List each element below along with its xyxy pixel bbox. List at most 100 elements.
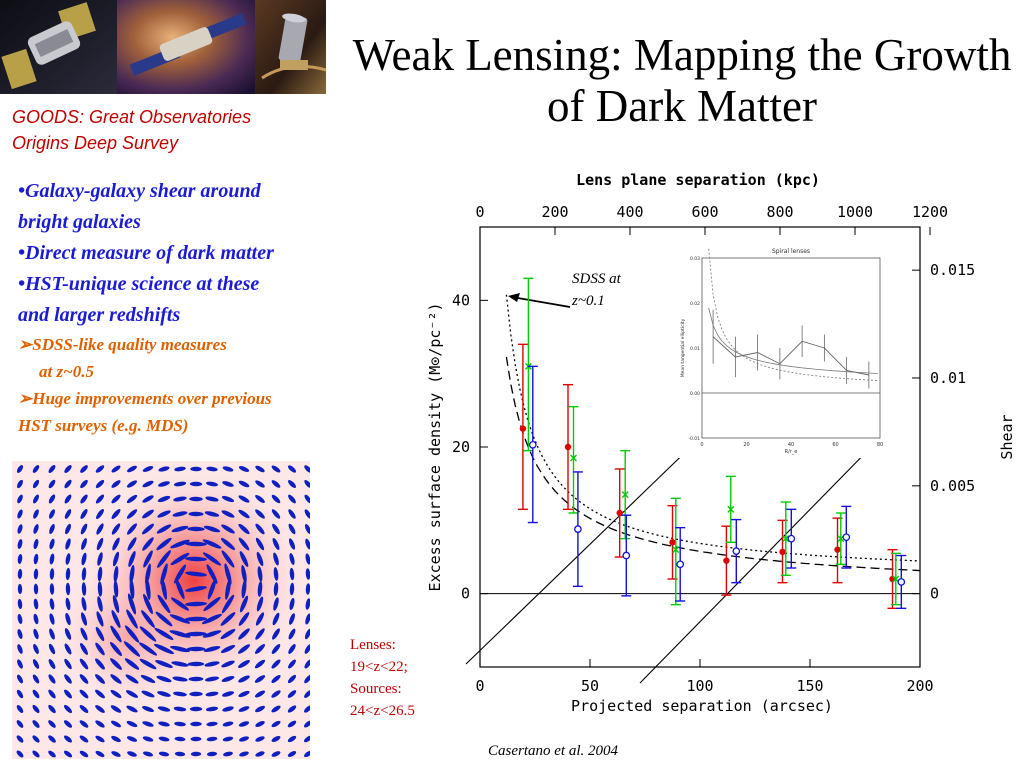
shear-ellipse: [80, 627, 88, 641]
shear-ellipse: [49, 628, 55, 640]
shear-ellipse: [288, 659, 296, 669]
shear-ellipse: [64, 689, 72, 699]
inset-callout-line-2: [639, 437, 881, 684]
shear-ellipse: [123, 641, 141, 657]
data-point: [574, 525, 582, 533]
shear-ellipse: [255, 480, 265, 488]
sdss-arrowhead: [508, 293, 520, 302]
shear-ellipse: [272, 612, 280, 626]
data-point: [782, 535, 790, 543]
shear-ellipse: [273, 597, 279, 611]
shear-ellipse: [254, 659, 266, 669]
shear-ellipse: [49, 598, 55, 610]
shear-ellipse: [95, 479, 105, 489]
shear-ellipse: [186, 646, 206, 652]
data-point: [570, 454, 577, 462]
shear-ellipse: [304, 705, 310, 713]
shear-ellipse: [175, 578, 185, 600]
shear-ellipse: [48, 674, 56, 684]
sub-bullet-2-text: Huge improvements over previous: [32, 389, 272, 408]
shear-ellipse: [221, 594, 235, 614]
shear-ellipse: [110, 658, 122, 670]
shear-ellipse: [237, 644, 251, 654]
shear-ellipse: [80, 523, 88, 535]
shear-ellipse: [287, 690, 297, 698]
shear-ellipse: [305, 613, 310, 625]
shear-ellipse: [142, 466, 154, 472]
shear-ellipse: [271, 736, 281, 742]
shear-ellipse: [32, 735, 40, 743]
shear-ellipse: [126, 494, 138, 504]
top-tick-label: 800: [766, 203, 793, 221]
shear-ellipse: [33, 598, 39, 610]
shear-ellipse: [303, 735, 310, 743]
shear-ellipse: [157, 706, 171, 712]
shear-ellipse: [185, 571, 207, 577]
shear-ellipse: [127, 523, 137, 535]
slide-title: Weak Lensing: Mapping the Growth of Dark…: [352, 30, 1012, 131]
shear-ellipse: [33, 613, 39, 625]
shear-ellipse: [33, 643, 39, 655]
shear-ellipse: [202, 613, 222, 625]
x-axis-title: Projected separation (arcsec): [571, 697, 833, 715]
shear-ellipse: [32, 659, 40, 669]
shear-ellipse: [141, 610, 155, 628]
shear-ellipse: [222, 466, 234, 472]
shear-ellipse: [110, 720, 122, 728]
shear-ellipse: [225, 578, 231, 600]
shear-ellipse: [239, 751, 249, 757]
inset-title: Spiral lenses: [772, 248, 810, 255]
sub-bullet-1-text: SDSS-like quality measures: [32, 335, 227, 354]
arrow-bullet-icon: ➢: [18, 335, 33, 354]
shear-ellipse: [33, 509, 39, 519]
shear-ellipse: [80, 612, 88, 626]
shear-ellipse: [64, 643, 72, 655]
shear-ellipse: [238, 675, 250, 683]
lens-note-line-1: Lenses:: [350, 637, 396, 653]
shear-ellipse: [143, 550, 153, 568]
shear-ellipse: [95, 642, 105, 656]
shear-ellipse: [129, 579, 135, 599]
bullet-1-line-1: •Galaxy-galaxy shear around: [18, 180, 261, 202]
inset-y-tick-label: 0.03: [690, 256, 700, 262]
shear-ellipse: [273, 567, 279, 581]
shear-ellipse: [205, 496, 219, 502]
shear-ellipse: [81, 597, 87, 611]
shear-ellipse: [255, 612, 265, 626]
inset-callout-line-1: [465, 437, 701, 665]
shear-ellipse: [16, 735, 24, 743]
shear-ellipse: [255, 494, 265, 504]
shear-ellipse: [111, 480, 121, 488]
sdss-arrow-line: [511, 296, 571, 308]
shear-ellipse: [81, 567, 87, 581]
bullet-2: •Direct measure of dark matter: [18, 242, 274, 264]
bullet-1-line-2: bright galaxies: [18, 211, 141, 233]
shear-ellipse: [16, 704, 24, 714]
data-point: [779, 548, 786, 556]
shear-ellipse: [32, 704, 40, 714]
data-point: [727, 505, 735, 513]
inset-y-tick-label: 0.00: [690, 391, 700, 397]
lens-note-line-3: Sources:: [350, 681, 402, 697]
shear-ellipse: [288, 538, 296, 550]
shear-ellipse: [143, 593, 153, 615]
shear-ellipse: [126, 720, 138, 728]
shear-ellipse: [124, 658, 140, 670]
shear-ellipse: [255, 628, 265, 640]
shear-ellipse: [95, 626, 105, 642]
shear-ellipse: [271, 480, 281, 488]
shear-ellipse: [289, 582, 295, 596]
shear-ellipse: [222, 691, 234, 697]
shear-ellipse: [169, 630, 191, 638]
inset-y-label: Mean tangential ellipticity: [680, 318, 686, 377]
shear-ellipse: [157, 594, 171, 614]
shear-ellipse: [145, 578, 151, 600]
shear-ellipse: [32, 465, 40, 473]
shear-ellipse: [126, 705, 138, 713]
shear-ellipse: [257, 566, 263, 582]
shear-ellipse: [174, 564, 186, 584]
top-tick-label: 1200: [912, 203, 948, 221]
shear-ellipse: [190, 466, 202, 472]
shear-ellipse: [64, 494, 72, 504]
shear-ellipse: [48, 750, 56, 758]
